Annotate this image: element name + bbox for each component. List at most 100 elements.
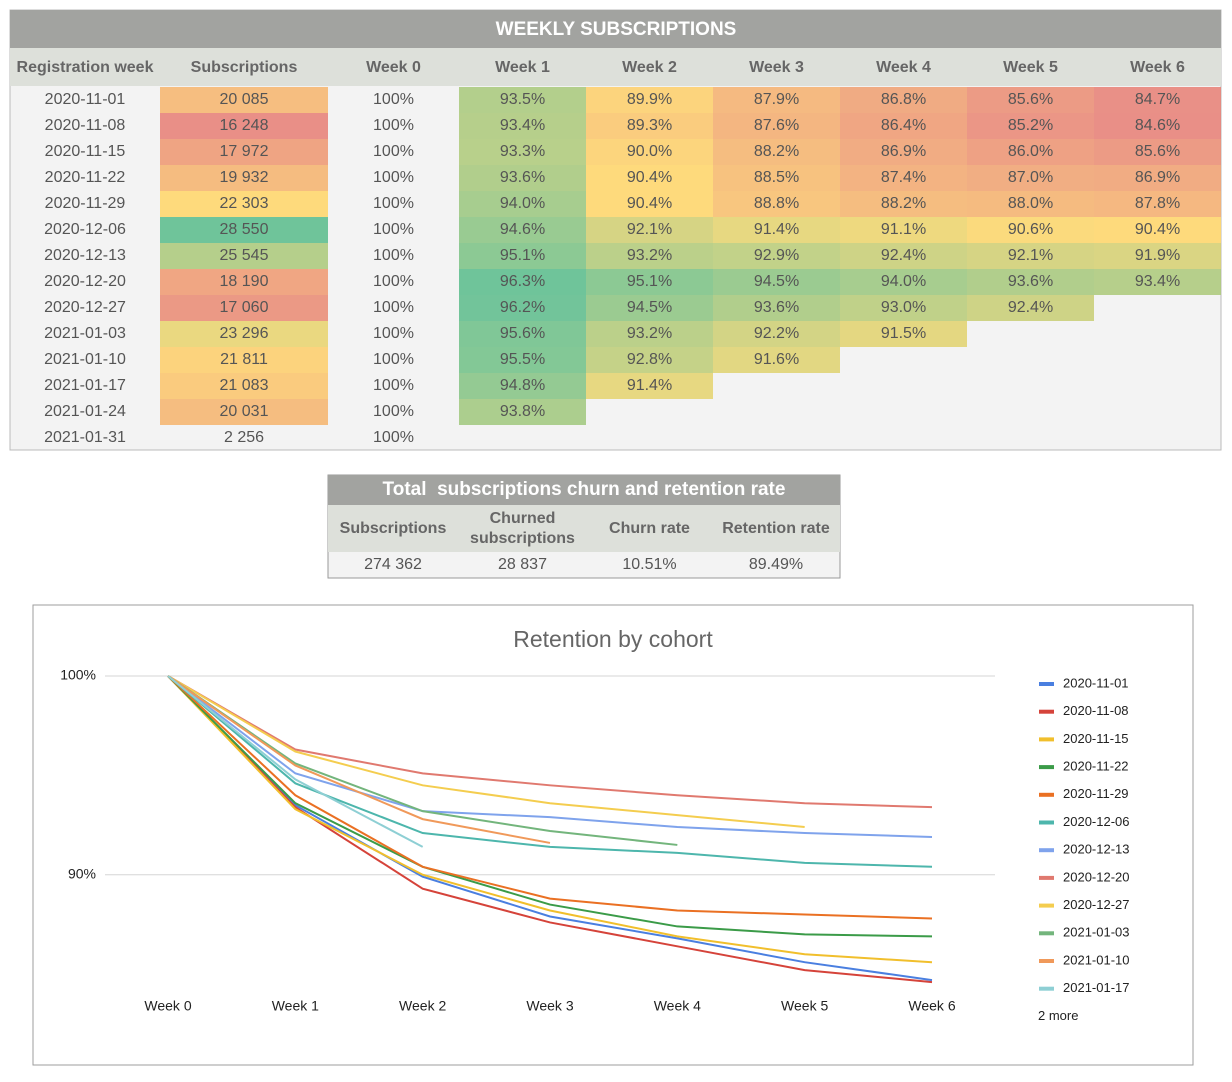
heat-cell [459,191,586,217]
cell-text: 2020-11-01 [45,91,126,108]
cell-text: 100% [373,143,414,160]
cell-text: 93.2% [627,325,672,342]
legend-swatch [1039,931,1054,936]
column-header: Week 4 [876,59,931,76]
cell-text: 91.4% [627,377,672,394]
legend-label: 2020-12-06 [1063,814,1130,829]
summary-title-bar [328,475,840,505]
cell-text: 93.8% [500,403,545,420]
cell-text: 94.6% [500,221,545,238]
cell-text: 86.9% [1135,169,1180,186]
heat-cell [160,321,328,347]
column-header: Week 1 [495,59,550,76]
column-header: Week 2 [622,59,677,76]
legend-swatch [1039,709,1054,714]
cell-text: 93.3% [500,143,545,160]
x-tick-label: Week 0 [144,998,191,1014]
cell-text: 94.0% [881,273,926,290]
cell-text: 100% [373,91,414,108]
heat-cell [840,191,967,217]
heat-cell [967,139,1094,165]
heat-cell [713,269,840,295]
heat-cell [967,295,1094,321]
cell-text: 23 296 [220,325,269,342]
chart-frame [32,604,1194,1066]
cell-text: 2020-12-06 [44,221,126,238]
heat-cell [160,399,328,425]
cell-text: 21 083 [220,377,269,394]
cell-text: 92.2% [754,325,799,342]
column-header: Week 6 [1130,59,1185,76]
cell-text: 17 972 [220,143,269,160]
cell-text: 2021-01-24 [44,403,126,420]
heat-cell [160,295,328,321]
cell-text: 2020-12-20 [44,273,126,290]
cell-text: 93.6% [754,299,799,316]
heat-cell [1094,191,1221,217]
cell-text: 2021-01-10 [44,351,126,368]
cell-text: 94.5% [627,299,672,316]
heat-cell [967,165,1094,191]
heat-cell [160,217,328,243]
cell-text: 90.6% [1008,221,1053,238]
summary-header: Churn rate [609,519,690,537]
cell-text: 95.5% [500,351,545,368]
heat-cell [967,217,1094,243]
cell-text: 100% [373,299,414,316]
series-line [167,675,424,848]
legend-label: 2020-11-29 [1063,786,1129,801]
legend-label: 2020-11-08 [1063,703,1129,718]
heat-cell [840,139,967,165]
heat-cell [586,373,713,399]
heat-cell [1094,113,1221,139]
heat-cell [160,269,328,295]
heat-cell [586,87,713,113]
summary-cell: 274 362 [364,556,422,573]
cell-text: 86.8% [881,91,926,108]
cell-text: 95.6% [500,325,545,342]
heat-cell [459,373,586,399]
heat-cell [840,87,967,113]
legend-label: 2020-11-01 [1063,675,1129,690]
cell-text: 85.2% [1008,117,1053,134]
y-tick-label: 100% [60,667,96,683]
heat-cell [713,139,840,165]
cell-text: 92.4% [881,247,926,264]
heat-cell [713,347,840,373]
series-line [167,675,933,920]
cell-text: 2021-01-03 [44,325,126,342]
heat-cell [586,113,713,139]
cell-text: 2021-01-17 [44,377,126,394]
cell-text: 87.8% [1135,195,1180,212]
heat-cell [160,373,328,399]
cell-text: 19 932 [220,169,269,186]
cell-text: 93.5% [500,91,545,108]
heat-cell [1094,139,1221,165]
cell-text: 20 085 [220,91,269,108]
cell-text: 2020-11-22 [45,169,126,186]
summary-header: Retention rate [722,519,830,537]
cell-text: 91.6% [754,351,799,368]
column-header: Week 5 [1003,59,1058,76]
cell-text: 2021-01-31 [44,429,126,446]
x-tick-label: Week 3 [526,998,573,1014]
cell-text: 90.0% [627,143,672,160]
cell-text: 96.2% [500,299,545,316]
legend-swatch [1039,986,1054,991]
legend-label: 2020-12-20 [1063,869,1130,884]
heat-cell [586,321,713,347]
heat-cell [840,243,967,269]
cell-text: 2020-12-13 [44,247,126,264]
cell-text: 84.7% [1135,91,1180,108]
heat-cell [160,87,328,113]
cell-text: 88.2% [881,195,926,212]
summary-header: Churned subscriptions [470,509,575,547]
heat-cell [586,243,713,269]
cell-text: 93.6% [1008,273,1053,290]
cell-text: 87.9% [754,91,799,108]
cell-text: 16 248 [220,117,269,134]
heat-cell [160,191,328,217]
heat-cell [967,191,1094,217]
series-line [167,675,933,984]
